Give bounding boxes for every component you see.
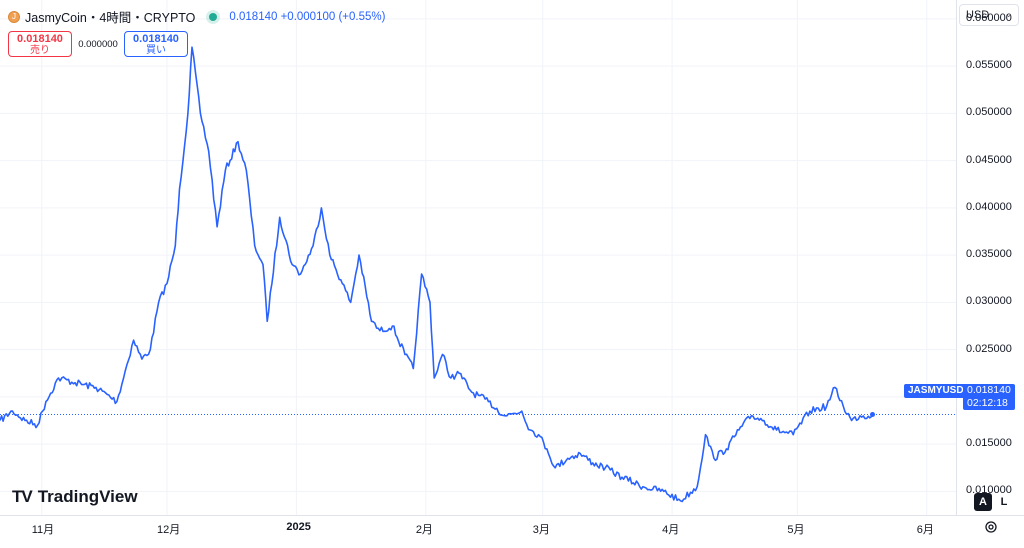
time-tick-label: 6月 <box>916 524 934 536</box>
auto-scale-button[interactable]: A <box>974 493 992 511</box>
time-tick-label: 4月 <box>662 524 680 536</box>
tradingview-logo[interactable]: TV TradingView <box>12 487 138 507</box>
time-tick-label: 2025 <box>286 521 311 533</box>
currency-value: USD <box>966 9 990 21</box>
price-tick-label: 0.040000 <box>966 200 1012 213</box>
log-scale-button[interactable]: L <box>1000 496 1008 508</box>
currency-select[interactable]: USD ⌄ <box>959 4 1019 26</box>
gear-icon[interactable] <box>984 520 998 534</box>
price-change: 0.018140 +0.000100 (+0.55%) <box>229 10 386 23</box>
symbol-tag: JASMYUSD <box>904 384 968 398</box>
time-tick-label: 3月 <box>532 524 550 536</box>
tradingview-logo-text: TradingView <box>37 487 138 506</box>
price-tick-label: 0.050000 <box>966 106 1012 119</box>
price-tick-label: 0.055000 <box>966 59 1012 72</box>
price-tick-label: 0.030000 <box>966 295 1012 308</box>
time-tick-label: 5月 <box>787 524 805 536</box>
sell-price: 0.018140 <box>17 33 63 45</box>
price-tick-label: 0.045000 <box>966 153 1012 166</box>
price-tick-label: 0.025000 <box>966 342 1012 355</box>
buy-label: 買い <box>146 45 166 56</box>
bar-countdown: 02:12:18 <box>967 396 1008 409</box>
chevron-down-icon: ⌄ <box>1005 10 1012 19</box>
chart-header: J JasmyCoin・4時間・CRYPTO 0.018140 +0.00010… <box>8 7 385 26</box>
buy-button[interactable]: 0.018140 買い <box>124 31 188 57</box>
time-tick-label: 12月 <box>156 524 181 536</box>
price-tick-label: 0.035000 <box>966 248 1012 261</box>
symbol-title[interactable]: JasmyCoin・4時間・CRYPTO <box>25 11 196 25</box>
time-tick-label: 2月 <box>415 524 433 536</box>
spread-value: 0.000000 <box>78 38 118 50</box>
buy-price: 0.018140 <box>133 33 179 45</box>
time-tick-label: 11月 <box>31 524 55 536</box>
last-price-dot <box>870 411 876 417</box>
chart-grid <box>0 0 956 515</box>
sell-button[interactable]: 0.018140 売り <box>8 31 72 57</box>
tradingview-logo-icon: TV <box>12 487 33 506</box>
price-tick-label: 0.015000 <box>966 437 1012 450</box>
sell-label: 売り <box>30 45 50 56</box>
jasmycoin-icon: J <box>8 10 20 23</box>
price-tick-label: 0.060000 <box>966 11 1012 24</box>
market-status-icon <box>209 12 218 21</box>
trade-panel: 0.018140 売り 0.000000 0.018140 買い <box>8 31 188 57</box>
last-price-tag: 0.018140 02:12:18 <box>963 384 1015 410</box>
last-price-value: 0.018140 <box>967 384 1011 396</box>
price-series-line <box>0 46 874 503</box>
